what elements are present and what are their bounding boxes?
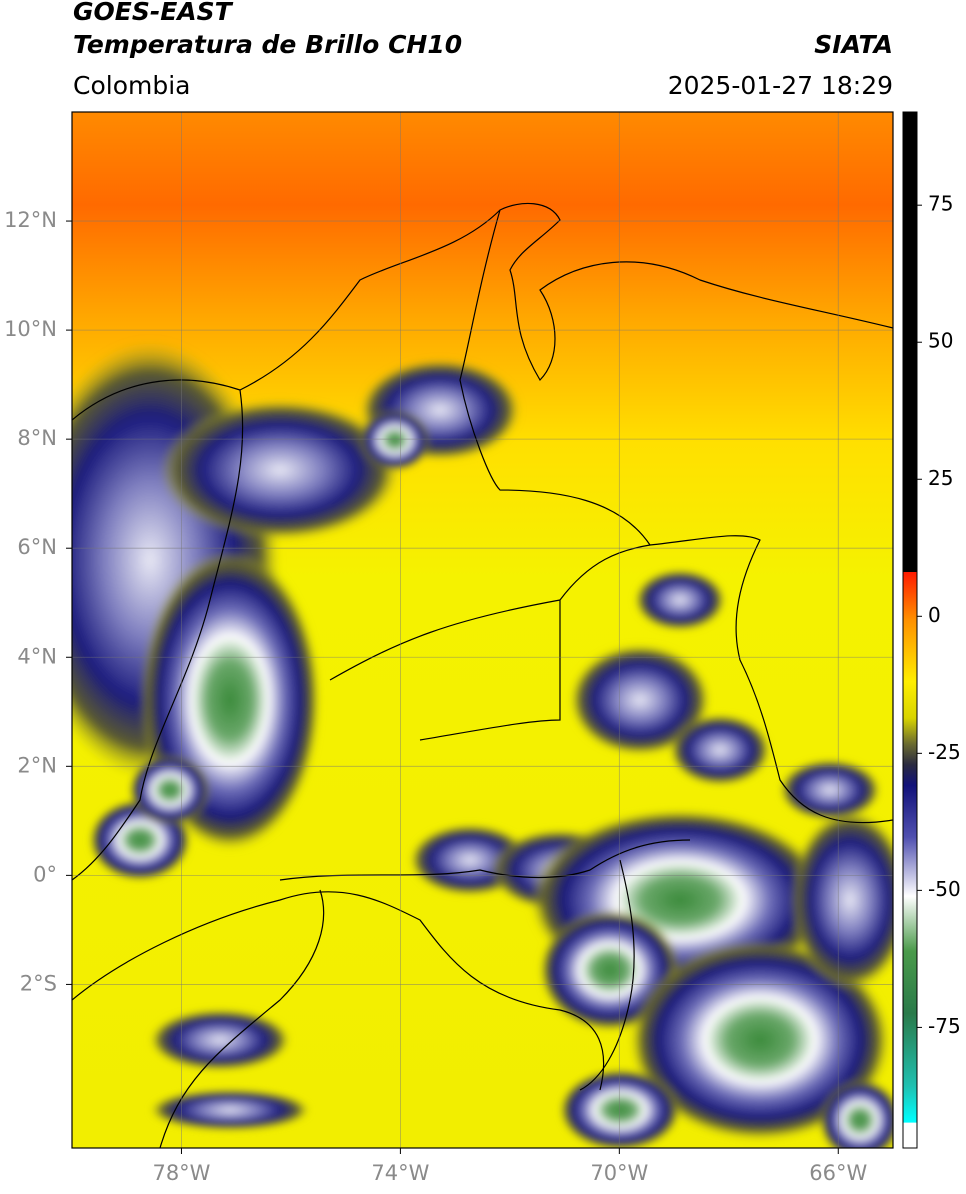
satellite-image (72, 112, 893, 1148)
colorbar-tick-label: -25 (928, 740, 961, 764)
subtitle: Temperatura de Brillo CH10 (73, 30, 462, 59)
timestamp: 2025-01-27 18:29 (668, 71, 893, 100)
y-tick-label: 0° (33, 862, 57, 886)
y-tick-label: 2°S (20, 971, 57, 995)
x-tick-label: 74°W (371, 1161, 429, 1185)
title: GOES-EAST (73, 0, 234, 26)
map-frame (71, 111, 894, 1149)
y-tick-label: 8°N (17, 426, 57, 450)
colorbar (902, 111, 918, 1149)
x-tick-label: 66°W (809, 1161, 867, 1185)
y-tick-label: 12°N (4, 208, 57, 232)
colorbar-tick-label: 75 (928, 192, 953, 216)
colorbar-tick-label: 50 (928, 329, 953, 353)
y-tick-label: 2°N (17, 753, 57, 777)
source: SIATA (814, 30, 893, 59)
y-tick-label: 4°N (17, 644, 57, 668)
colorbar-tick-label: 0 (928, 603, 941, 627)
x-tick-label: 78°W (152, 1161, 210, 1185)
colorbar-tick-label: 25 (928, 466, 953, 490)
colorbar-tick-label: -75 (928, 1014, 961, 1038)
x-tick-label: 70°W (590, 1161, 648, 1185)
grid (72, 112, 893, 1148)
y-tick-label: 10°N (4, 317, 57, 341)
region: Colombia (73, 71, 190, 100)
colorbar-tick-label: -50 (928, 877, 961, 901)
y-tick-label: 6°N (17, 535, 57, 559)
